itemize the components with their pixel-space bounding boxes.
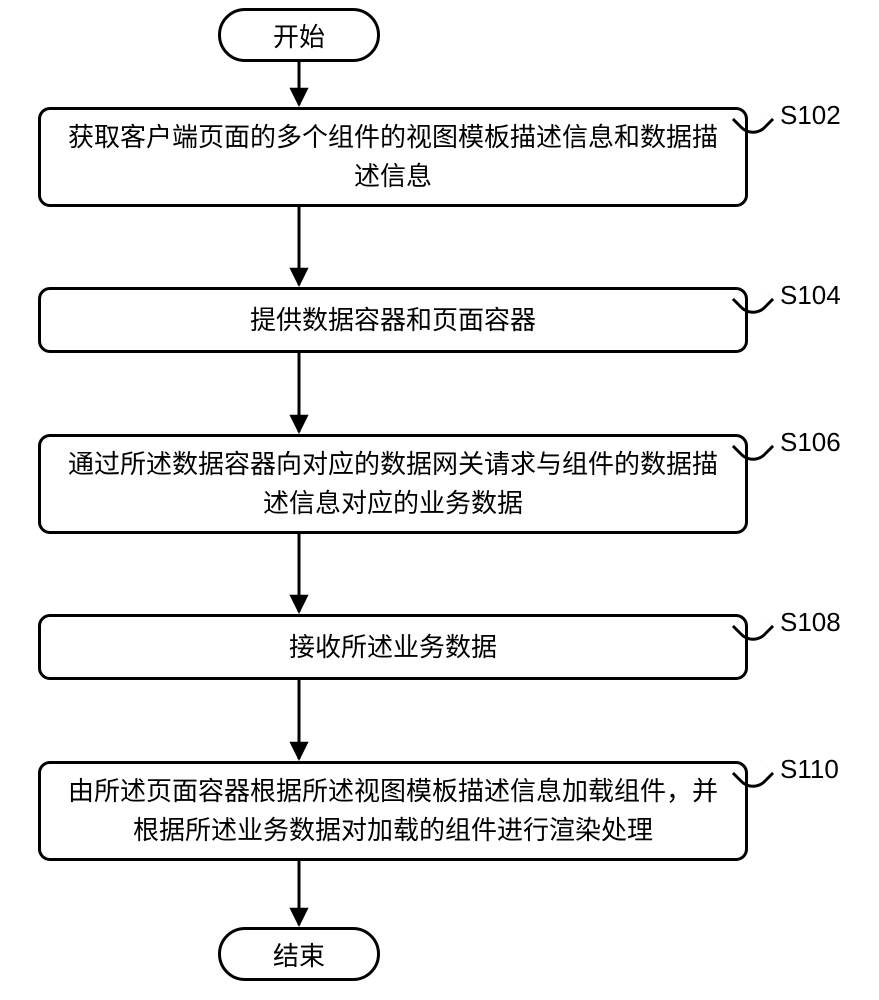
node-text-s102: 获取客户端页面的多个组件的视图模板描述信息和数据描述信息 [61,118,725,196]
node-s102: 获取客户端页面的多个组件的视图模板描述信息和数据描述信息 [38,107,748,207]
arrow-s108-s110 [284,680,314,761]
node-text-s104: 提供数据容器和页面容器 [250,301,536,340]
arrow-s106-s108 [284,534,314,614]
node-start: 开始 [218,8,380,62]
label-s110: S110 [780,754,839,785]
label-s104: S104 [780,280,841,311]
node-text-s110: 由所述页面容器根据所述视图模板描述信息加载组件，并根据所述业务数据对加载的组件进… [61,772,725,850]
label-s102: S102 [780,100,841,131]
label-s106: S106 [780,427,841,458]
node-text-end: 结束 [273,936,325,973]
flowchart-canvas: 开始获取客户端页面的多个组件的视图模板描述信息和数据描述信息 S102 提供数据容器… [0,0,879,1000]
arrow-s110-end [284,861,314,927]
node-text-s108: 接收所述业务数据 [289,628,497,667]
node-text-start: 开始 [273,17,325,54]
node-s104: 提供数据容器和页面容器 [38,287,748,353]
node-s108: 接收所述业务数据 [38,614,748,680]
label-s108: S108 [780,607,841,638]
arrow-s102-s104 [284,207,314,287]
node-text-s106: 通过所述数据容器向对应的数据网关请求与组件的数据描述信息对应的业务数据 [61,445,725,523]
node-s106: 通过所述数据容器向对应的数据网关请求与组件的数据描述信息对应的业务数据 [38,434,748,534]
node-end: 结束 [218,927,380,981]
arrow-start-s102 [284,62,314,107]
node-s110: 由所述页面容器根据所述视图模板描述信息加载组件，并根据所述业务数据对加载的组件进… [38,761,748,861]
arrow-s104-s106 [284,353,314,434]
